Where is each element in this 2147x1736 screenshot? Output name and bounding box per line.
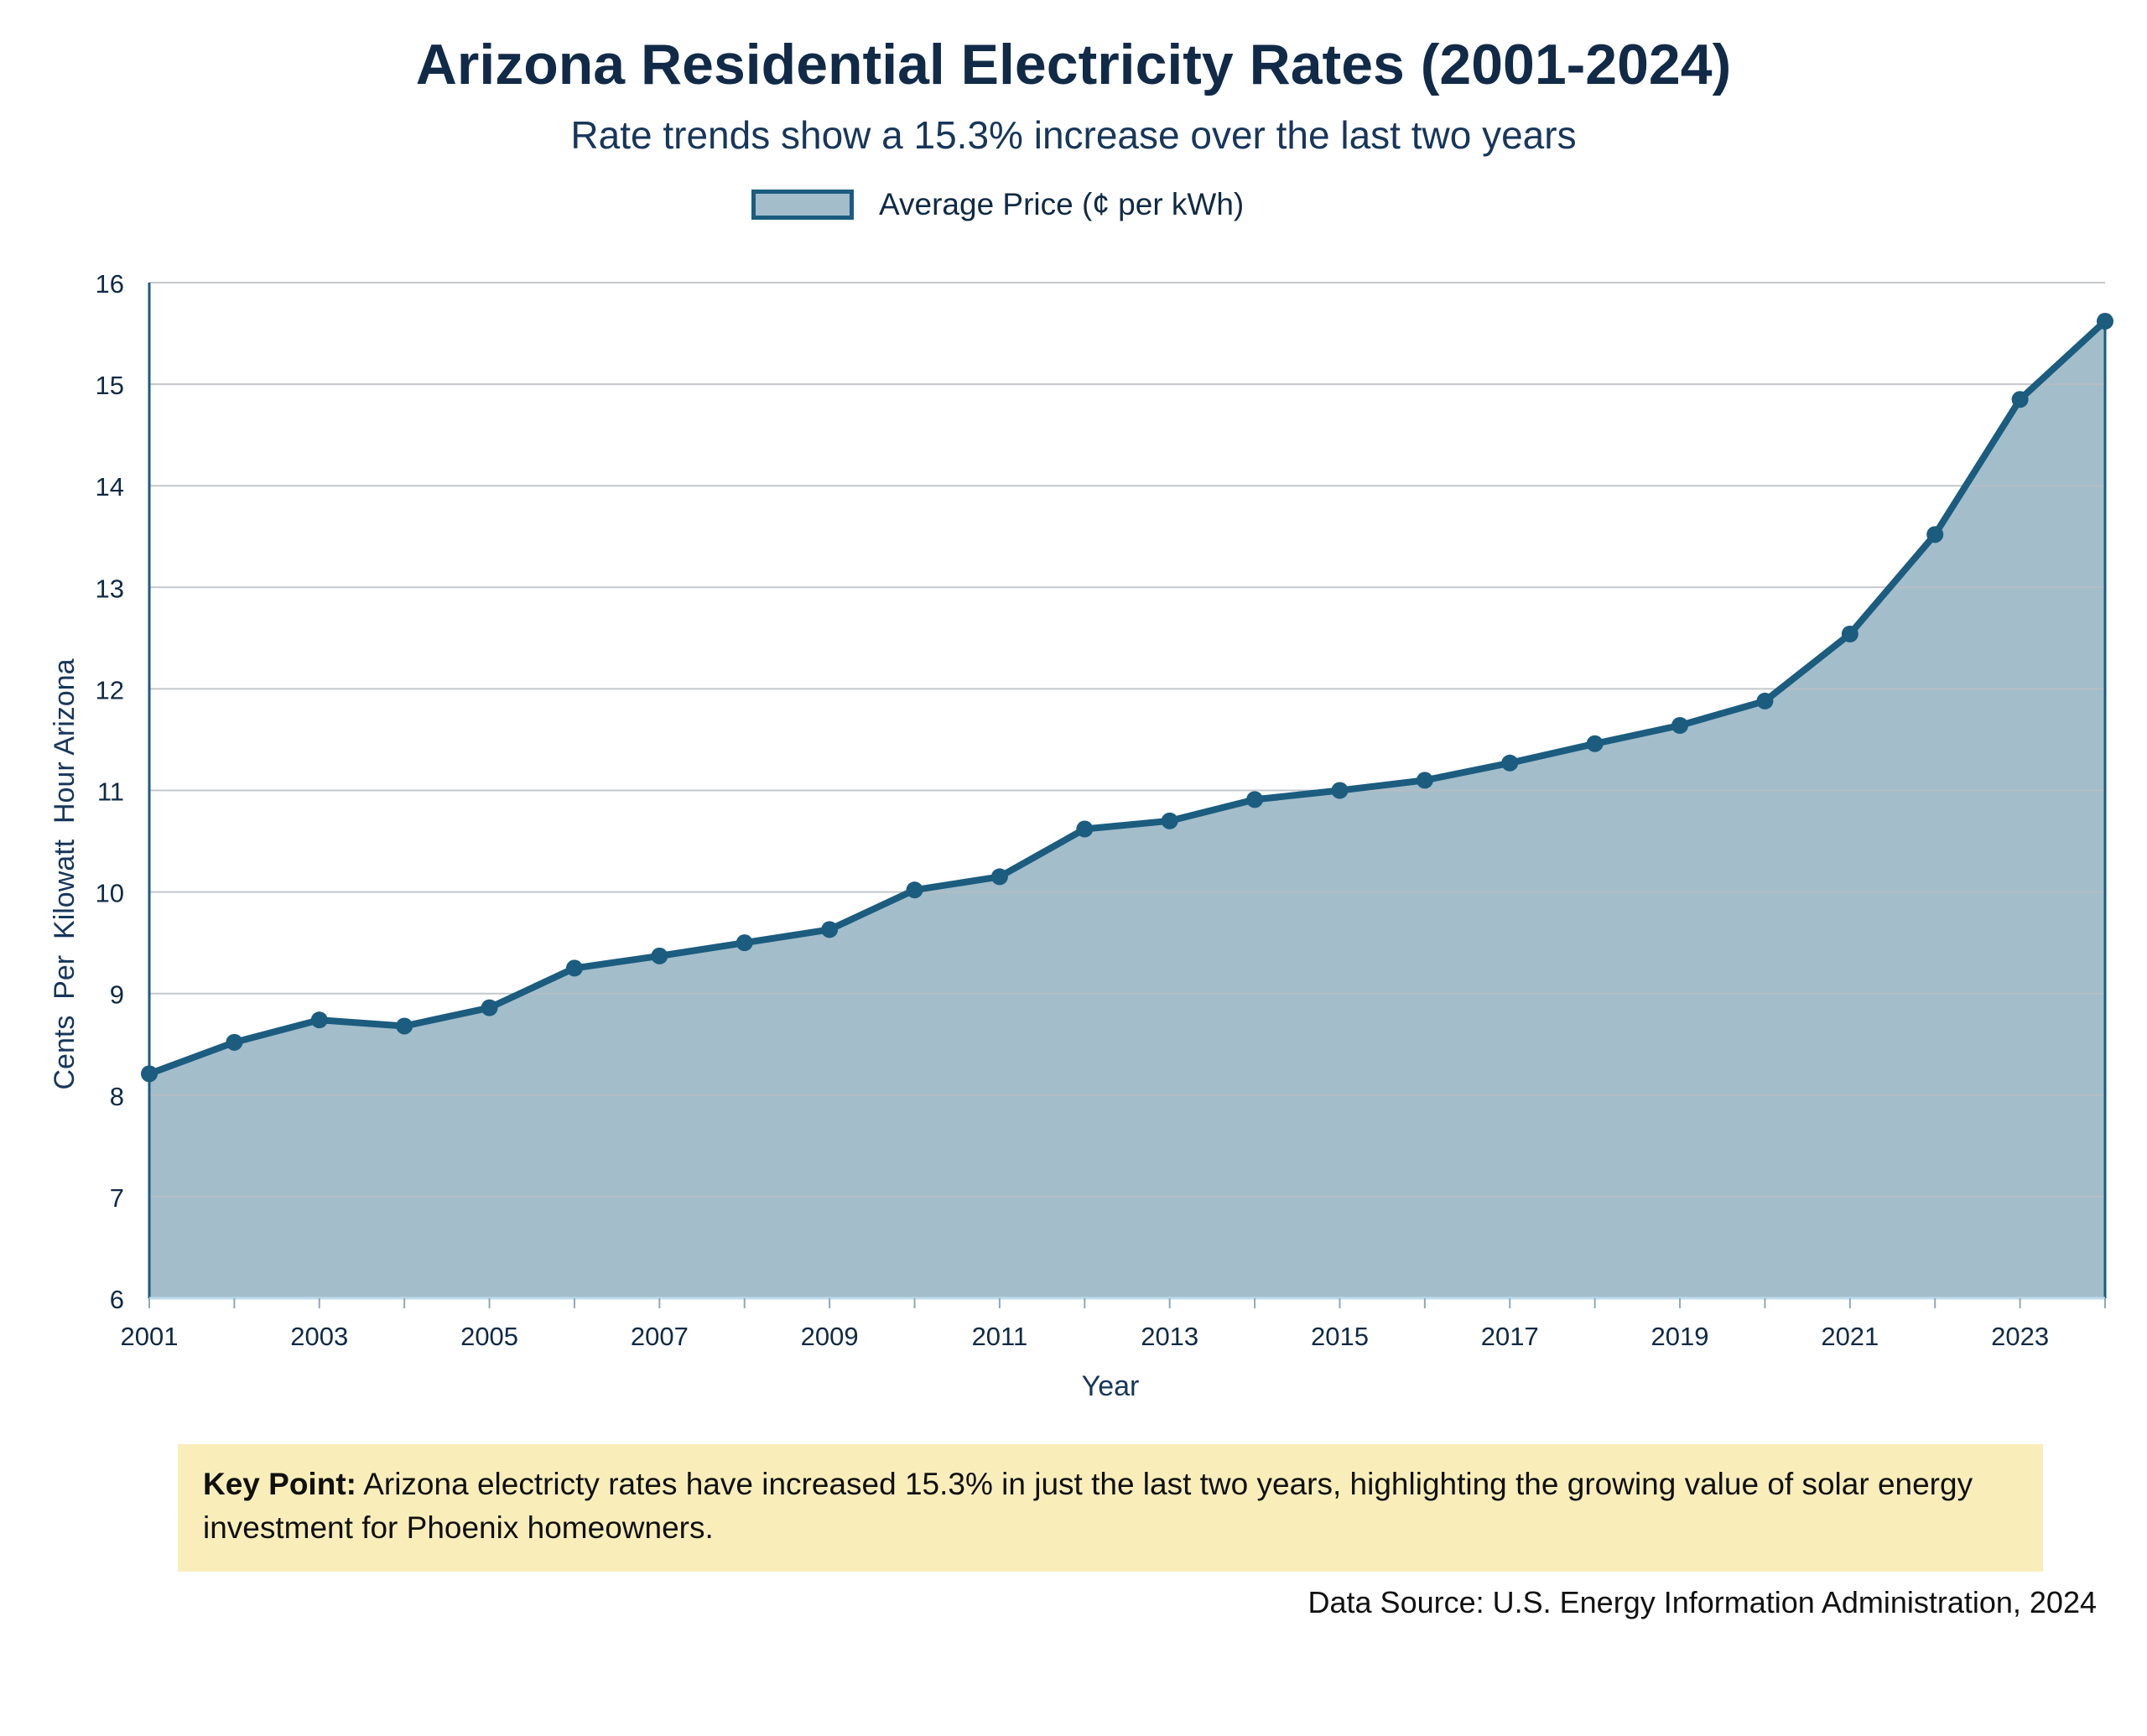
data-point: [1076, 820, 1094, 838]
y-tick-label: 14: [96, 472, 124, 502]
data-point: [565, 959, 583, 977]
data-point: [906, 881, 923, 899]
x-tick-label: 2007: [631, 1322, 689, 1351]
area-fill: [149, 321, 2105, 1298]
data-point: [1926, 526, 1944, 543]
y-tick-label: 16: [96, 269, 124, 299]
chart-subtitle: Rate trends show a 15.3% increase over t…: [570, 113, 1577, 157]
y-tick-label: 10: [96, 879, 124, 908]
chart-title: Arizona Residential Electricity Rates (2…: [415, 33, 1732, 96]
key-point-label: Key Point:: [203, 1467, 356, 1501]
data-point: [1756, 692, 1774, 709]
data-point: [1586, 735, 1604, 752]
y-tick-label: 15: [96, 371, 124, 400]
data-point: [1671, 716, 1689, 734]
x-tick-label: 2011: [972, 1322, 1028, 1351]
data-point: [651, 947, 668, 964]
data-point: [2011, 391, 2029, 408]
x-tick-label: 2017: [1481, 1322, 1539, 1351]
data-point: [226, 1033, 243, 1051]
data-point: [990, 868, 1008, 886]
x-tick-label: 2005: [460, 1322, 518, 1351]
y-tick-label: 6: [110, 1285, 124, 1314]
series-line: [146, 318, 2108, 1078]
x-tick-label: 2023: [1991, 1322, 2049, 1351]
legend: Average Price (¢ per kWh): [751, 186, 1244, 223]
x-tick-label: 2003: [290, 1322, 348, 1351]
data-point: [821, 921, 839, 938]
data-point: [1161, 812, 1178, 829]
data-point: [1416, 772, 1433, 789]
key-point-box: Key Point: Arizona electricty rates have…: [178, 1444, 2043, 1572]
x-tick-label: 2015: [1311, 1322, 1369, 1351]
data-point: [310, 1011, 328, 1029]
data-point: [481, 999, 498, 1016]
y-tick-label: 11: [97, 777, 124, 807]
area-chart: 6 7 8 9 10 11 12 13 14 15 16 2001 2003 2005 2007 2009 20…: [49, 269, 2113, 1402]
data-point: [1246, 791, 1264, 808]
data-point: [1331, 782, 1349, 799]
y-tick-label: 13: [96, 574, 124, 603]
y-tick-label: 8: [110, 1082, 124, 1111]
data-point: [736, 934, 753, 952]
legend-label: Average Price (¢ per kWh): [879, 187, 1245, 221]
x-tick-label: 2021: [1821, 1322, 1879, 1351]
y-tick-label: 7: [110, 1183, 124, 1213]
data-point: [1841, 626, 1858, 643]
y-tick-label: 12: [96, 675, 124, 704]
data-point: [141, 1065, 158, 1083]
legend-swatch: [751, 190, 854, 220]
key-point-text: Arizona electricty rates have increased …: [203, 1467, 1973, 1545]
x-axis-label: Year: [1082, 1370, 1140, 1402]
x-tick-label: 2019: [1651, 1322, 1709, 1351]
data-point: [396, 1017, 413, 1035]
x-tick-label: 2013: [1141, 1322, 1198, 1351]
y-axis-label: Cents Per Kilowatt Hour Arizona: [49, 658, 81, 1089]
y-tick-label: 9: [110, 980, 124, 1010]
x-tick-label: 2001: [121, 1322, 179, 1351]
x-tick-label: 2009: [801, 1322, 859, 1351]
data-point: [1501, 754, 1519, 772]
data-source: Data Source: U.S. Energy Information Adm…: [1307, 1585, 2097, 1619]
data-point: [2097, 313, 2113, 330]
